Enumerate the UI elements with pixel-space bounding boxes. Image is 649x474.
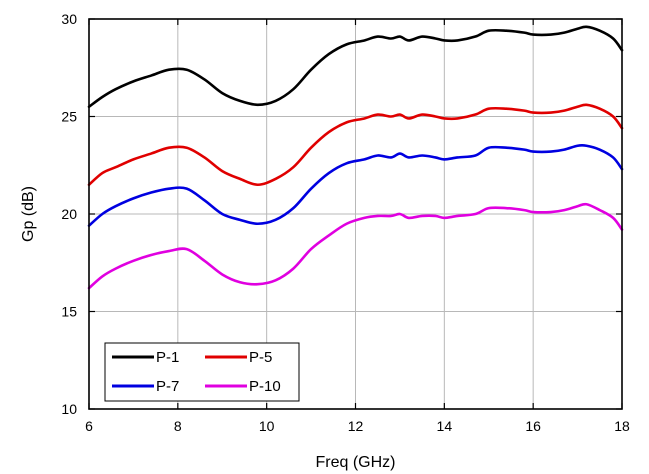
legend-label-p-1: P-1 [156,349,179,366]
x-tick-label: 14 [437,418,453,434]
legend-label-p-10: P-10 [249,378,281,395]
x-axis-title: Freq (GHz) [316,454,396,471]
y-tick-label: 25 [61,109,77,125]
x-tick-labels: 6 8 10 12 14 16 18 [85,418,630,434]
x-tick-label: 18 [614,418,630,434]
grid-lines [89,19,622,409]
axis-ticks [88,18,623,410]
series-line-p-5 [87,103,624,187]
y-tick-label: 15 [61,304,77,320]
y-tick-label: 20 [61,206,77,222]
series-line-p-1 [87,25,624,109]
x-tick-label: 16 [525,418,541,434]
y-tick-label: 30 [61,11,77,27]
x-tick-label: 8 [174,418,182,434]
x-tick-label: 12 [348,418,364,434]
y-tick-labels: 10 15 20 25 30 [61,11,77,417]
legend-box [104,342,300,402]
y-tick-label: 10 [61,401,77,417]
legend-label-p-7: P-7 [156,378,179,395]
legend-label-p-5: P-5 [249,349,272,366]
x-tick-label: 6 [85,418,93,434]
legend: P-1 P-5 P-7 P-10 [104,342,300,402]
x-tick-label: 10 [259,418,275,434]
series-line-p-7 [87,143,624,227]
series-lines [87,25,624,290]
y-axis-title: Gp (dB) [20,186,37,242]
series-line-p-10 [87,202,624,290]
